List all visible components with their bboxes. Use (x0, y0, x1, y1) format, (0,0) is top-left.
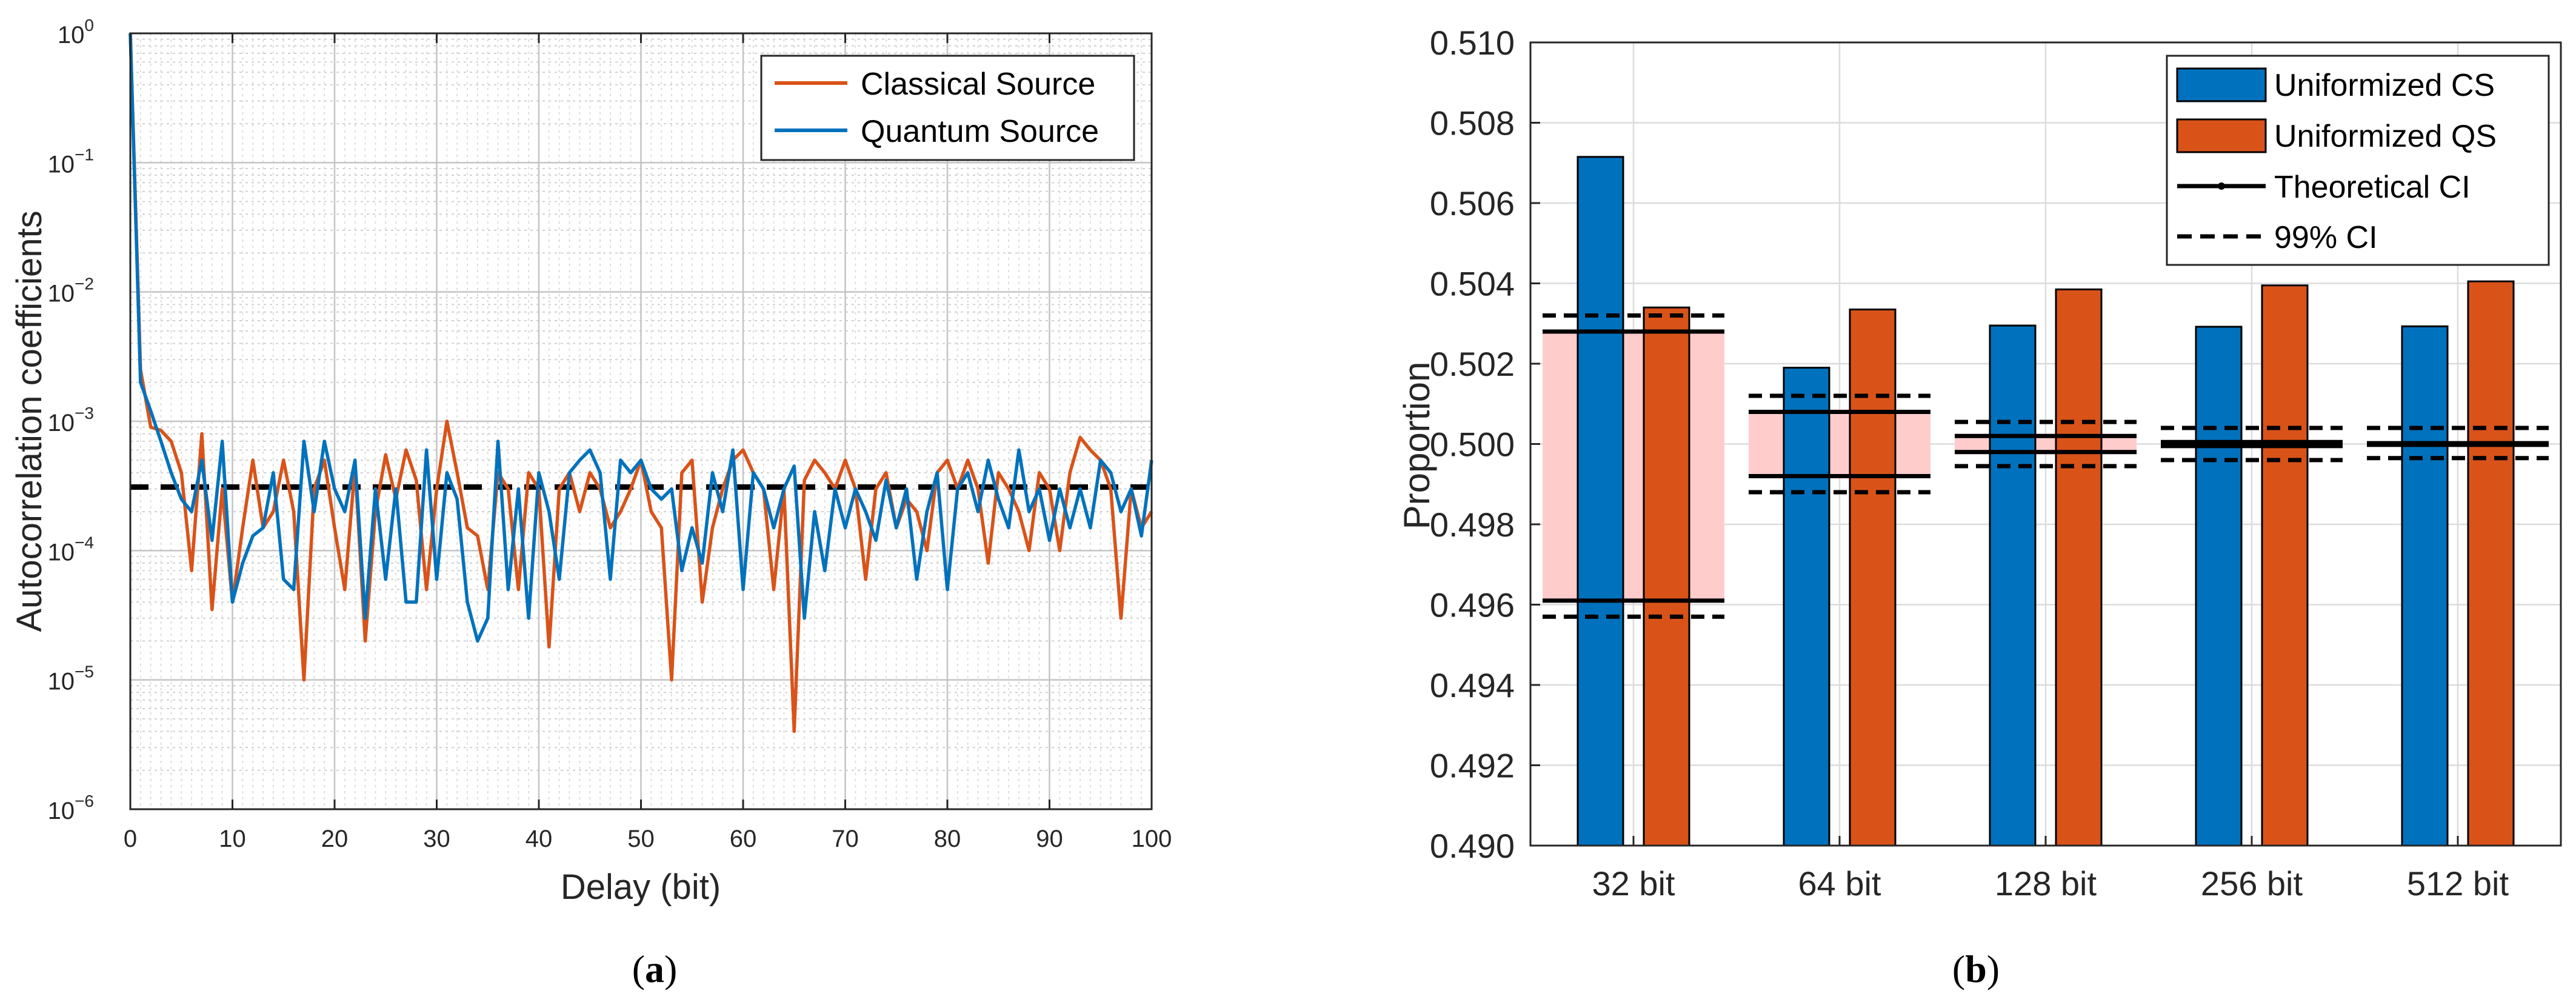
bar-uniformized-qs (2055, 288, 2103, 847)
theoretical-ci-band (1543, 332, 1724, 601)
legend-quantum-label: Quantum Source (861, 114, 1099, 149)
y-tick-labels-b: 0.490 0.492 0.494 0.496 0.498 0.500 0.502 0.504… (1430, 24, 1515, 865)
y-tick-label: 10−3 (48, 404, 94, 436)
y-tick-label: 0.500 (1430, 426, 1515, 464)
bar-uniformized-cs (1783, 367, 1830, 847)
bars-b (1543, 156, 2549, 847)
y-tick-label: 10−4 (48, 533, 94, 566)
legend-99ci-label: 99% CI (2274, 220, 2378, 255)
legend-b: Uniformized CS Uniformized QS Theoretica… (2166, 55, 2550, 266)
bar-uniformized-qs (1849, 309, 1897, 847)
x-tick-labels-a: 0 10 20 30 40 50 60 70 80 90 100 (124, 826, 1172, 852)
x-tick-label: 90 (1036, 826, 1063, 852)
grid-a (129, 33, 1153, 809)
panel-a-line-chart: 0 10 20 30 40 50 60 70 80 90 100 10−610−510−410−31… (10, 16, 1172, 990)
x-tick-label: 32 bit (1592, 864, 1675, 903)
legend-a: Classical Source Quantum Source (760, 55, 1135, 161)
x-tick-label: 30 (423, 826, 450, 852)
axes-box-b (1529, 41, 2562, 847)
x-tick-label: 40 (526, 826, 553, 852)
x-tick-label: 512 bit (2407, 864, 2509, 903)
legend-cs-swatch (2176, 67, 2267, 102)
bar-uniformized-qs (2467, 280, 2515, 847)
x-tick-labels-b: 32 bit 64 bit 128 bit 256 bit 512 bit (1592, 864, 2509, 903)
x-tick-label: 10 (219, 826, 246, 852)
series-a (128, 33, 1153, 733)
legend-box-a (760, 55, 1135, 161)
bar-uniformized-cs (2195, 326, 2243, 847)
x-tick-label: 0 (124, 826, 137, 852)
legend-theoretical-ci-label: Theoretical CI (2274, 170, 2471, 205)
x-tick-label: 60 (730, 826, 757, 852)
x-tick-label: 256 bit (2201, 864, 2303, 903)
x-axis-title-a: Delay (bit) (561, 867, 721, 907)
caption-b: (b) (1952, 947, 2000, 990)
y-tick-label: 0.496 (1430, 586, 1515, 624)
caption-b-letter: b (1965, 947, 1987, 990)
bar-uniformized-qs (1643, 306, 1690, 847)
y-tick-label: 0.508 (1430, 104, 1515, 142)
legend-qs-label: Uniformized QS (2274, 119, 2497, 154)
y-tick-label: 10−5 (48, 663, 94, 695)
x-tick-label: 64 bit (1798, 864, 1881, 903)
y-tick-label: 0.506 (1430, 184, 1515, 222)
y-tick-label: 0.498 (1430, 506, 1515, 544)
y-tick-label: 0.494 (1430, 666, 1515, 704)
x-tick-label: 128 bit (1995, 864, 2097, 903)
legend-classical-label: Classical Source (861, 67, 1095, 102)
y-axis-title-b: Proportion (1396, 362, 1437, 530)
legend-qs-swatch (2176, 118, 2267, 153)
legend-cs-label: Uniformized CS (2274, 68, 2495, 103)
legend-theoretical-ci-marker (2218, 182, 2225, 190)
y-tick-label: 0.492 (1430, 747, 1515, 785)
y-tick-label: 10−1 (48, 145, 94, 178)
caption-a: (a) (632, 947, 678, 990)
y-tick-label: 0.502 (1430, 345, 1515, 383)
y-tick-label: 10−6 (48, 792, 94, 824)
theoretical-ci-band (1749, 412, 1930, 476)
y-tick-label: 0.510 (1430, 24, 1515, 62)
x-tick-label: 20 (321, 826, 349, 852)
bar-uniformized-cs (1989, 324, 2037, 847)
theoretical-ci-band (1955, 436, 2137, 452)
panel-b-bar-chart: 32 bit 64 bit 128 bit 256 bit 512 bit 0.4900… (1396, 24, 2562, 990)
y-tick-label: 10−2 (48, 275, 94, 307)
bar-uniformized-qs (2261, 284, 2309, 847)
x-tick-label: 100 (1132, 826, 1172, 852)
x-tick-label: 80 (934, 826, 961, 852)
axes-box-a (129, 32, 1153, 810)
series-line-quantum-source (128, 33, 1153, 643)
bar-uniformized-cs (1577, 156, 1624, 847)
x-tick-label: 70 (832, 826, 859, 852)
bar-uniformized-cs (2401, 325, 2449, 847)
x-tick-label: 50 (627, 826, 655, 852)
y-axis-title-a: Autocorrelation coefficients (10, 210, 49, 632)
caption-a-letter: a (645, 947, 664, 990)
y-tick-label: 0.504 (1430, 265, 1515, 303)
y-tick-label: 100 (58, 16, 94, 48)
y-tick-label: 0.490 (1430, 827, 1515, 865)
y-tick-labels-a: 10−6 10−5 10−4 10−3 10−2 10−1 100 (48, 16, 94, 824)
